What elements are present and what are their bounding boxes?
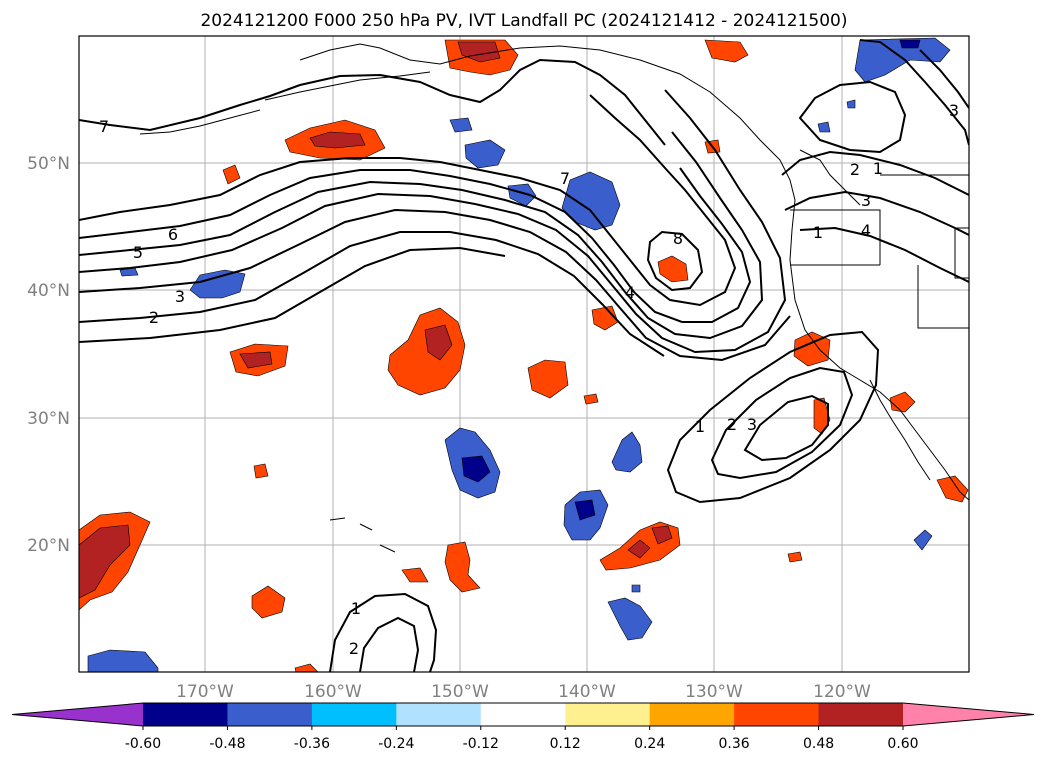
colorbar-segment bbox=[227, 703, 313, 726]
lon-label: 170°W bbox=[176, 682, 234, 702]
lon-label: 160°W bbox=[304, 682, 362, 702]
contour-label: 5 bbox=[133, 243, 143, 262]
contour-label: 1 bbox=[813, 223, 823, 242]
colorbar-segment bbox=[396, 703, 482, 726]
contour-label: 2 bbox=[850, 160, 860, 179]
contour-label: 2 bbox=[727, 415, 737, 434]
lat-label: 50°N bbox=[27, 154, 70, 174]
contour-label: 7 bbox=[560, 169, 570, 188]
colorbar-tick-label: -0.48 bbox=[209, 736, 245, 752]
colorbar-tick-label: 0.36 bbox=[719, 736, 750, 752]
longitude-labels: 170°W 160°W 150°W 140°W 130°W 120°W bbox=[176, 682, 871, 702]
contour-label: 2 bbox=[149, 308, 159, 327]
contour-label: 3 bbox=[861, 191, 871, 210]
contour-label: 4 bbox=[861, 221, 871, 240]
contour-label: 8 bbox=[673, 229, 683, 248]
contour-label: 3 bbox=[175, 287, 185, 306]
contour-label: 3 bbox=[747, 415, 757, 434]
contour-label: 3 bbox=[949, 101, 959, 120]
contour-label: 1 bbox=[351, 599, 361, 618]
lat-label: 30°N bbox=[27, 409, 70, 429]
colorbar-extend-min bbox=[12, 703, 143, 726]
pv-contours bbox=[79, 39, 969, 672]
colorbar-segment bbox=[649, 703, 735, 726]
colorbar-tick-label: 0.24 bbox=[634, 736, 665, 752]
colorbar-tick-label: -0.24 bbox=[378, 736, 414, 752]
contour-labels: 7 6 5 3 2 7 8 4 1 2 3 4 3 1 1 2 3 1 2 bbox=[99, 101, 959, 658]
colorbar-tick-label: 0.60 bbox=[887, 736, 918, 752]
colorbar-tick-label: -0.36 bbox=[294, 736, 330, 752]
colorbar-segment bbox=[734, 703, 820, 726]
negative-correlation-areas bbox=[87, 37, 951, 672]
contour-label: 2 bbox=[349, 639, 359, 658]
colorbar-segment bbox=[143, 703, 228, 726]
colorbar-tick-label: -0.60 bbox=[125, 736, 161, 752]
contour-label: 7 bbox=[99, 117, 109, 136]
contour-label: 1 bbox=[695, 417, 705, 436]
lon-label: 120°W bbox=[813, 682, 871, 702]
colorbar-tick-label: -0.12 bbox=[463, 736, 499, 752]
colorbar-segment bbox=[818, 703, 904, 726]
contour-label: 1 bbox=[873, 159, 883, 178]
lon-label: 140°W bbox=[558, 682, 616, 702]
lon-label: 130°W bbox=[685, 682, 743, 702]
colorbar-segment bbox=[480, 703, 566, 726]
colorbar-segment bbox=[311, 703, 397, 726]
lat-label: 40°N bbox=[27, 281, 70, 301]
colorbar-extend-max bbox=[903, 703, 1034, 726]
lat-label: 20°N bbox=[27, 536, 70, 556]
positive-correlation-areas bbox=[79, 39, 969, 672]
latitude-labels: 50°N 40°N 30°N 20°N bbox=[27, 154, 70, 556]
colorbar-tick-label: 0.48 bbox=[803, 736, 834, 752]
colorbar-tick-label: 0.12 bbox=[550, 736, 581, 752]
lon-label: 150°W bbox=[431, 682, 489, 702]
coastlines bbox=[139, 43, 969, 553]
map-frame bbox=[78, 35, 970, 673]
contour-label: 4 bbox=[625, 283, 635, 302]
figure-title: 2024121200 F000 250 hPa PV, IVT Landfall… bbox=[200, 11, 847, 31]
colorbar-segment bbox=[565, 703, 651, 726]
colorbar: -0.60 -0.48 -0.36 -0.24 -0.12 0.12 0.24 0.36 0.4… bbox=[11, 702, 1035, 752]
contour-label: 6 bbox=[168, 225, 178, 244]
map-area bbox=[79, 36, 969, 672]
